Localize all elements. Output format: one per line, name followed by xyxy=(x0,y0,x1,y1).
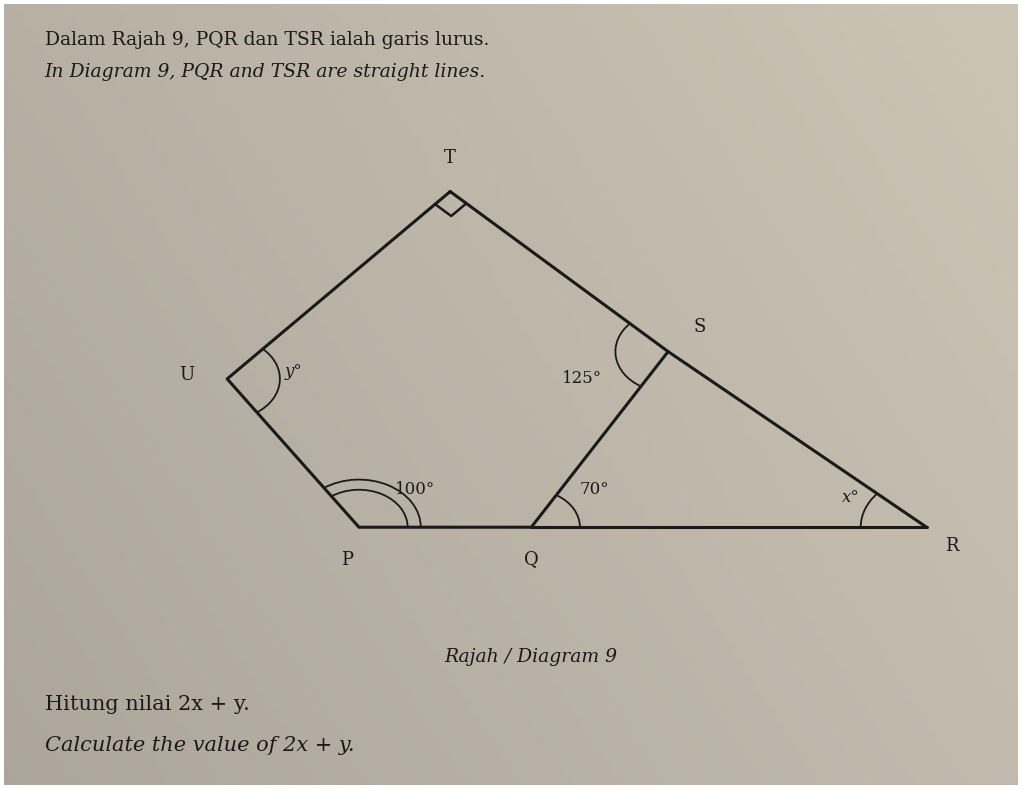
Text: Dalam Rajah 9, PQR dan TSR ialah garis lurus.: Dalam Rajah 9, PQR dan TSR ialah garis l… xyxy=(45,32,490,50)
Text: Hitung nilai 2x + y.: Hitung nilai 2x + y. xyxy=(45,695,249,714)
Text: P: P xyxy=(340,551,353,569)
Text: 125°: 125° xyxy=(562,370,602,387)
Text: Rajah / Diagram 9: Rajah / Diagram 9 xyxy=(445,649,617,666)
Text: 70°: 70° xyxy=(579,481,609,498)
Text: T: T xyxy=(445,148,456,166)
Text: U: U xyxy=(180,366,195,384)
Text: In Diagram 9, PQR and TSR are straight lines.: In Diagram 9, PQR and TSR are straight l… xyxy=(45,62,486,80)
Text: Calculate the value of 2x + y.: Calculate the value of 2x + y. xyxy=(45,736,355,755)
Text: Q: Q xyxy=(524,551,539,569)
Text: S: S xyxy=(694,318,706,336)
Text: y°: y° xyxy=(284,363,301,380)
Text: x°: x° xyxy=(842,489,860,506)
Text: 100°: 100° xyxy=(394,481,434,498)
Text: R: R xyxy=(945,537,959,555)
